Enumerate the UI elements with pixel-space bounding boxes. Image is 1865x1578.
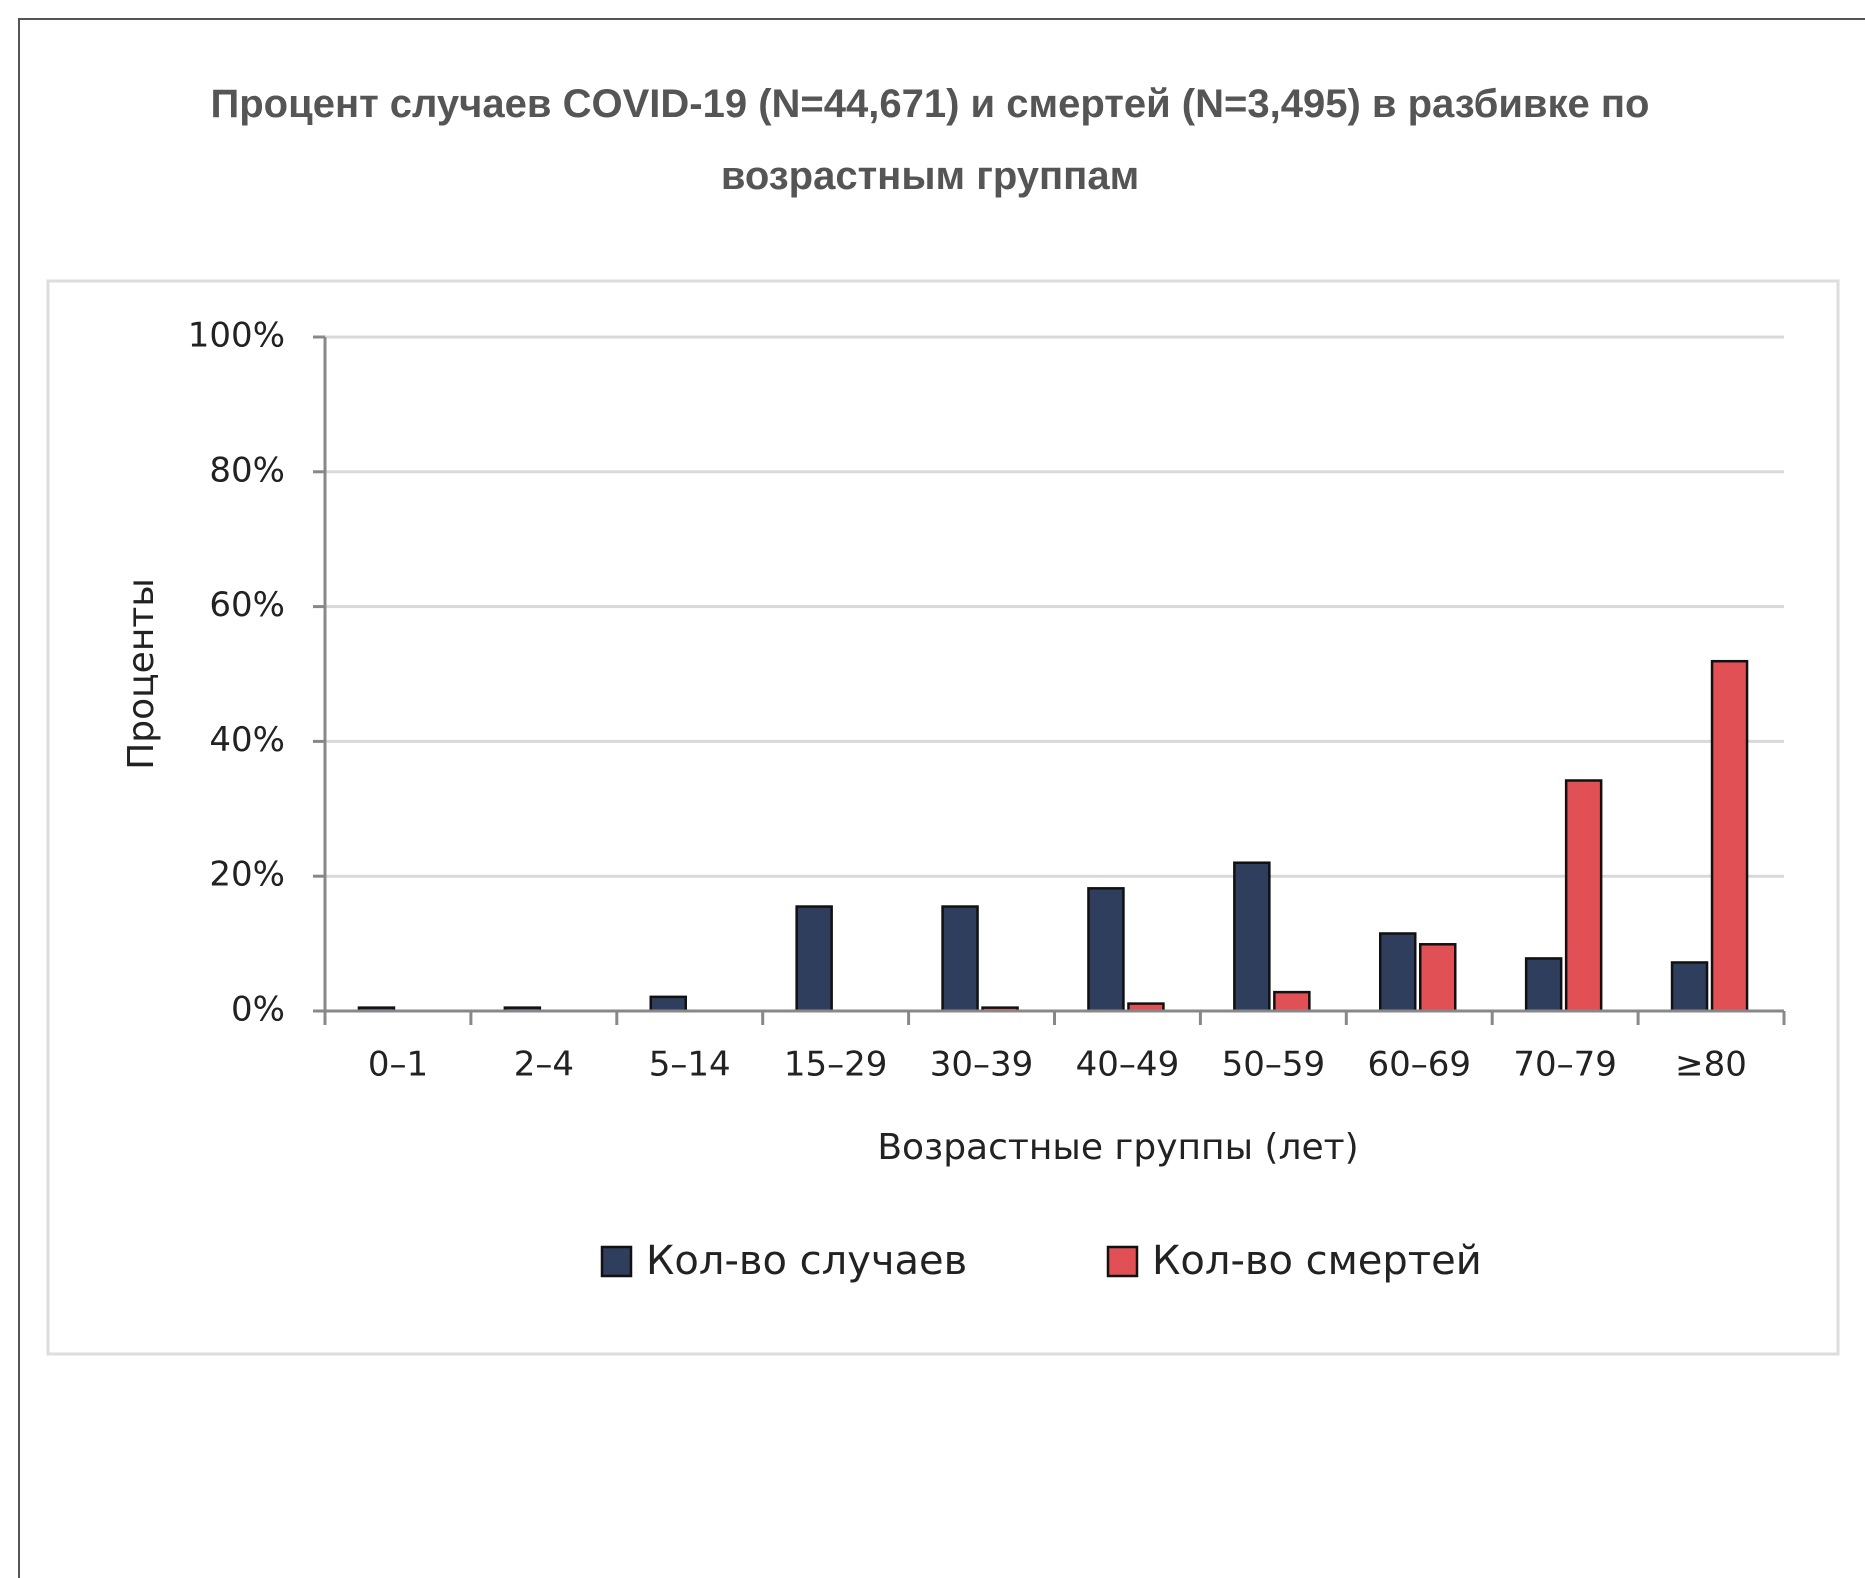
bar <box>1670 961 1709 1013</box>
legend-label: Кол-во смертей <box>1152 1238 1482 1284</box>
legend-swatch <box>1106 1245 1139 1278</box>
bar <box>941 905 979 1013</box>
bar <box>1564 779 1603 1013</box>
bar <box>649 995 687 1013</box>
x-tick-label: 70–79 <box>1513 1045 1617 1085</box>
y-tick-label: 40% <box>209 720 285 760</box>
bar <box>1233 861 1271 1013</box>
y-axis-title: Проценты <box>121 578 162 770</box>
bar <box>1273 990 1311 1013</box>
legend-swatch <box>600 1245 633 1278</box>
bar <box>1419 943 1457 1013</box>
chart-title: Процент случаев COVID-19 (N=44,671) и см… <box>210 82 1650 198</box>
bar <box>1087 887 1125 1013</box>
x-tick-label: 5–14 <box>649 1045 731 1085</box>
y-tick-label: 20% <box>209 855 285 895</box>
x-tick-label: 50–59 <box>1222 1045 1326 1085</box>
bar <box>1710 659 1749 1013</box>
bar <box>795 905 833 1013</box>
y-tick-label: 60% <box>209 585 285 625</box>
x-tick-label: ≥80 <box>1675 1045 1747 1085</box>
y-tick-label: 80% <box>209 450 285 490</box>
frame <box>18 18 1865 1578</box>
legend-label: Кол-во случаев <box>646 1238 967 1284</box>
y-tick-label: 0% <box>231 990 285 1030</box>
x-axis-title: Возрастные группы (лет) <box>877 1127 1358 1168</box>
x-tick-label: 15–29 <box>784 1045 888 1085</box>
y-tick-label: 100% <box>188 316 285 356</box>
bar <box>1379 932 1417 1013</box>
x-tick-label: 0–1 <box>368 1045 428 1085</box>
x-tick-label: 30–39 <box>930 1045 1034 1085</box>
x-tick-label: 2–4 <box>514 1045 574 1085</box>
chart-box <box>46 279 1840 1356</box>
x-tick-label: 60–69 <box>1367 1045 1471 1085</box>
x-tick-label: 40–49 <box>1076 1045 1180 1085</box>
bar <box>1524 957 1563 1013</box>
